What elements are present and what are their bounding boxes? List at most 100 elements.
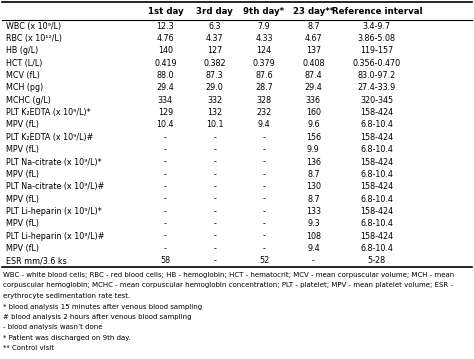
Text: 29.0: 29.0: [206, 83, 224, 92]
Text: -: -: [263, 182, 265, 191]
Text: 0.356-0.470: 0.356-0.470: [353, 59, 401, 68]
Text: -: -: [164, 182, 167, 191]
Text: 158-424: 158-424: [360, 232, 393, 241]
Text: 9.9: 9.9: [307, 145, 320, 154]
Text: -: -: [263, 170, 265, 179]
Text: 0.379: 0.379: [253, 59, 275, 68]
Text: PLT Na-citrate (x 10⁹/L)#: PLT Na-citrate (x 10⁹/L)#: [6, 182, 104, 191]
Text: 6.8-10.4: 6.8-10.4: [360, 121, 393, 130]
Text: 87.6: 87.6: [255, 71, 273, 80]
Text: 137: 137: [306, 46, 321, 55]
Text: 160: 160: [306, 108, 321, 117]
Text: -: -: [213, 219, 216, 228]
Text: 7.9: 7.9: [258, 22, 270, 31]
Text: 4.76: 4.76: [156, 34, 174, 43]
Text: 9th day*: 9th day*: [244, 6, 284, 15]
Text: 127: 127: [207, 46, 222, 55]
Text: Reference interval: Reference interval: [332, 6, 422, 15]
Text: WBC (x 10⁹/L): WBC (x 10⁹/L): [6, 22, 61, 31]
Text: 5-28: 5-28: [368, 256, 386, 265]
Text: RBC (x 10¹²/L): RBC (x 10¹²/L): [6, 34, 62, 43]
Text: 132: 132: [207, 108, 222, 117]
Text: -: -: [312, 256, 315, 265]
Text: 10.4: 10.4: [156, 121, 174, 130]
Text: PLT K₂EDTA (x 10⁹/L)*: PLT K₂EDTA (x 10⁹/L)*: [6, 108, 91, 117]
Text: 130: 130: [306, 182, 321, 191]
Text: 4.33: 4.33: [255, 34, 273, 43]
Text: * blood analysis 15 minutes after venous blood sampling: * blood analysis 15 minutes after venous…: [3, 303, 202, 309]
Text: -: -: [164, 158, 167, 167]
Text: erythrocyte sedimentation rate test.: erythrocyte sedimentation rate test.: [3, 293, 130, 299]
Text: 88.0: 88.0: [156, 71, 174, 80]
Text: 158-424: 158-424: [360, 108, 393, 117]
Text: 52: 52: [259, 256, 269, 265]
Text: 9.3: 9.3: [307, 219, 319, 228]
Text: MPV (fL): MPV (fL): [6, 170, 39, 179]
Text: MPV (fL): MPV (fL): [6, 195, 39, 204]
Text: -: -: [213, 256, 216, 265]
Text: 158-424: 158-424: [360, 158, 393, 167]
Text: -: -: [263, 244, 265, 253]
Text: MPV (fL): MPV (fL): [6, 121, 39, 130]
Text: 336: 336: [306, 96, 321, 105]
Text: HB (g/L): HB (g/L): [6, 46, 38, 55]
Text: 3rd day: 3rd day: [196, 6, 233, 15]
Text: -: -: [263, 195, 265, 204]
Text: 12.3: 12.3: [156, 22, 174, 31]
Text: 8.7: 8.7: [307, 170, 319, 179]
Text: 320-345: 320-345: [360, 96, 393, 105]
Text: WBC - white blood cells; RBC - red blood cells; HB - hemoglobin; HCT - hematocri: WBC - white blood cells; RBC - red blood…: [3, 272, 454, 278]
Text: PLT Na-citrate (x 10⁹/L)*: PLT Na-citrate (x 10⁹/L)*: [6, 158, 101, 167]
Text: MCHC (g/L): MCHC (g/L): [6, 96, 51, 105]
Text: 29.4: 29.4: [304, 83, 322, 92]
Text: 158-424: 158-424: [360, 207, 393, 216]
Text: -: -: [263, 133, 265, 142]
Text: 136: 136: [306, 158, 321, 167]
Text: 6.8-10.4: 6.8-10.4: [360, 219, 393, 228]
Text: 6.8-10.4: 6.8-10.4: [360, 145, 393, 154]
Text: 3.4-9.7: 3.4-9.7: [363, 22, 391, 31]
Text: 6.3: 6.3: [209, 22, 221, 31]
Text: 158-424: 158-424: [360, 182, 393, 191]
Text: 1st day: 1st day: [147, 6, 183, 15]
Text: -: -: [213, 244, 216, 253]
Text: -: -: [164, 219, 167, 228]
Text: -: -: [213, 182, 216, 191]
Text: 334: 334: [158, 96, 173, 105]
Text: 23 day**: 23 day**: [293, 6, 334, 15]
Text: 158-424: 158-424: [360, 133, 393, 142]
Text: MPV (fL): MPV (fL): [6, 145, 39, 154]
Text: PLT Li-heparin (x 10⁹/L)#: PLT Li-heparin (x 10⁹/L)#: [6, 232, 104, 241]
Text: corpuscular hemoglobin; MCHC - mean corpuscular hemoglobin concentration; PLT - : corpuscular hemoglobin; MCHC - mean corp…: [3, 283, 453, 289]
Text: MCV (fL): MCV (fL): [6, 71, 40, 80]
Text: - blood analysis wasn’t done: - blood analysis wasn’t done: [3, 325, 102, 331]
Text: ** Control visit: ** Control visit: [3, 345, 54, 351]
Text: 28.7: 28.7: [255, 83, 273, 92]
Text: 332: 332: [207, 96, 222, 105]
Text: -: -: [164, 195, 167, 204]
Text: MPV (fL): MPV (fL): [6, 244, 39, 253]
Text: 108: 108: [306, 232, 321, 241]
Text: PLT Li-heparin (x 10⁹/L)*: PLT Li-heparin (x 10⁹/L)*: [6, 207, 102, 216]
Text: -: -: [164, 133, 167, 142]
Text: 4.37: 4.37: [206, 34, 223, 43]
Text: -: -: [263, 232, 265, 241]
Text: 9.4: 9.4: [258, 121, 270, 130]
Text: -: -: [213, 145, 216, 154]
Text: 8.7: 8.7: [307, 195, 319, 204]
Text: -: -: [164, 207, 167, 216]
Text: -: -: [213, 158, 216, 167]
Text: 87.4: 87.4: [305, 71, 322, 80]
Text: -: -: [164, 232, 167, 241]
Text: 328: 328: [256, 96, 272, 105]
Text: 6.8-10.4: 6.8-10.4: [360, 195, 393, 204]
Text: 87.3: 87.3: [206, 71, 223, 80]
Text: 232: 232: [256, 108, 272, 117]
Text: -: -: [213, 195, 216, 204]
Text: PLT K₂EDTA (x 10⁹/L)#: PLT K₂EDTA (x 10⁹/L)#: [6, 133, 93, 142]
Text: 3.86-5.08: 3.86-5.08: [358, 34, 396, 43]
Text: 0.419: 0.419: [154, 59, 177, 68]
Text: 10.1: 10.1: [206, 121, 223, 130]
Text: 0.408: 0.408: [302, 59, 325, 68]
Text: 27.4-33.9: 27.4-33.9: [358, 83, 396, 92]
